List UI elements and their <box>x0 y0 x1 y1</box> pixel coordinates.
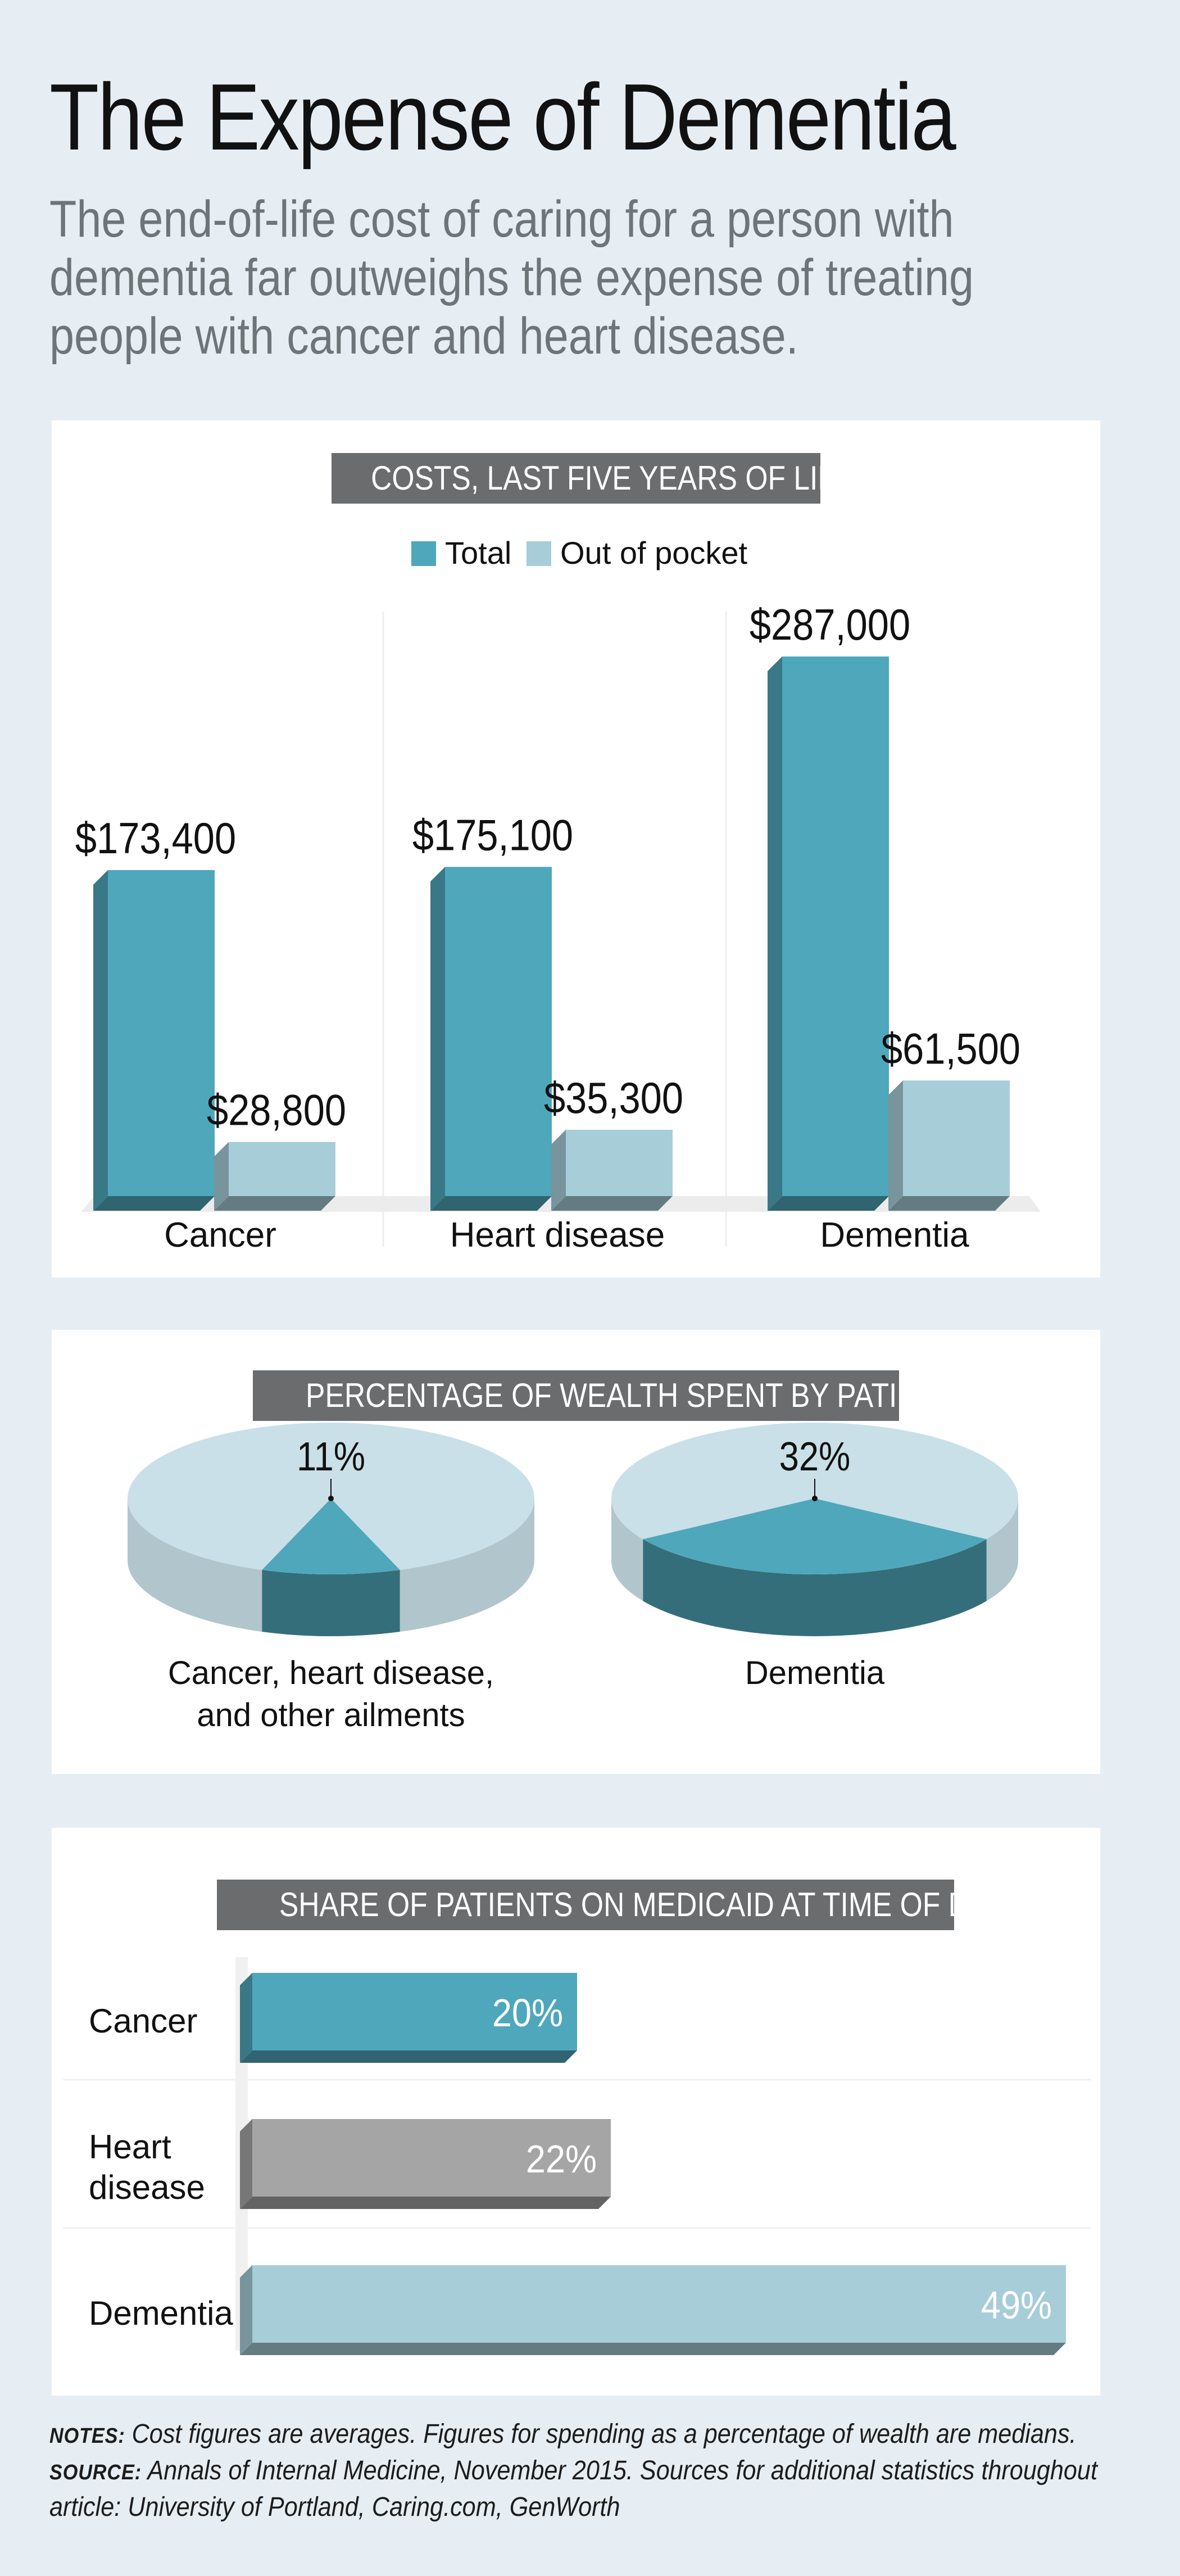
pie-leader-dot <box>812 1496 818 1501</box>
footnotes: NOTES: Cost figures are averages. Figure… <box>49 2417 1101 2525</box>
bar-base-cancer <box>240 2050 577 2063</box>
bar-total-cancer <box>108 870 215 1196</box>
bar-side-cancer <box>240 1973 252 2063</box>
bar-value-label-dementia: 49% <box>981 2284 1052 2328</box>
bar-value-label-heart-disease: 22% <box>526 2138 597 2181</box>
bar-total-side <box>430 867 445 1211</box>
bar-out-of-pocket-base <box>214 1196 335 1211</box>
costs-chart: Total Out of pocket $173,400 $28,800 Cancer $… <box>75 535 1041 1255</box>
bar-out-of-pocket-heart-disease <box>566 1129 673 1196</box>
category-label-cancer: Cancer <box>164 1216 276 1255</box>
bar-out-of-pocket-cancer <box>229 1142 335 1196</box>
pie-slice <box>262 1498 400 1574</box>
bar-total-side <box>93 870 108 1211</box>
category-label-dementia: Dementia <box>820 1216 969 1255</box>
pie-value-label: 11% <box>297 1434 365 1479</box>
source-label: SOURCE: <box>49 2461 142 2484</box>
legend-label-out-of-pocket: Out of pocket <box>560 535 748 571</box>
pie-dementia: 32% Dementia <box>611 1423 1018 1691</box>
page-subtitle: The end-of-life cost of caring for a per… <box>49 191 974 365</box>
bar-out-of-pocket-base <box>888 1196 1010 1211</box>
bar-total-dementia <box>782 657 889 1196</box>
bar-out-of-pocket-side <box>888 1080 903 1211</box>
bar-out-of-pocket-dementia <box>903 1080 1010 1196</box>
category-label-heart-disease: Heart disease <box>450 1216 665 1255</box>
notes-text: Cost figures are averages. Figures for s… <box>125 2419 1077 2449</box>
wealth-pie-charts: 11% Cancer, heart disease, and other ailme… <box>128 1423 1018 1733</box>
bar-total-base <box>768 1196 889 1211</box>
bar-total-side <box>768 657 782 1211</box>
bar-base-dementia <box>240 2343 1066 2355</box>
notes-label: NOTES: <box>49 2424 125 2448</box>
page-title: The Expense of Dementia <box>49 64 956 170</box>
pie-slice-wall <box>262 1570 400 1636</box>
data-label-out-of-pocket: $61,500 <box>881 1024 1020 1073</box>
costs-chart-title: COSTS, LAST FIVE YEARS OF LIFE <box>332 453 855 504</box>
medicaid-chart-panel: SHARE OF PATIENTS ON MEDICAID AT TIME OF… <box>52 1828 1100 2396</box>
category-label-heart-disease: disease <box>89 2168 205 2206</box>
bar-heart-disease <box>252 2119 611 2197</box>
category-label-cancer: Cancer <box>89 2002 197 2040</box>
bar-out-of-pocket-side <box>551 1129 566 1211</box>
bar-side-heart-disease <box>240 2119 252 2209</box>
bar-cancer <box>252 1973 577 2050</box>
pie-slice-wall <box>643 1539 987 1636</box>
wealth-chart-panel: PERCENTAGE OF WEALTH SPENT BY PATIENT 11… <box>52 1330 1100 1774</box>
category-label-dementia: Dementia <box>89 2294 233 2332</box>
pie-value-label: 32% <box>779 1434 851 1479</box>
pie-category-label-line2: and other ailments <box>197 1697 465 1733</box>
category-label-heart-disease: Heart <box>89 2128 171 2166</box>
legend-swatch-out-of-pocket <box>527 541 551 566</box>
bar-base-heart-disease <box>240 2197 611 2209</box>
data-label-out-of-pocket: $28,800 <box>207 1085 346 1135</box>
bar-dementia <box>252 2265 1066 2343</box>
costs-chart-panel: COSTS, LAST FIVE YEARS OF LIFE Total Out … <box>52 420 1100 1278</box>
legend-label-total: Total <box>445 535 511 571</box>
pie-side <box>128 1498 534 1636</box>
bar-total-base <box>93 1196 215 1211</box>
pie-category-label: Cancer, heart disease, <box>168 1655 494 1691</box>
medicaid-chart-title: SHARE OF PATIENTS ON MEDICAID AT TIME OF… <box>217 1880 1045 1930</box>
bar-side-dementia <box>240 2265 252 2355</box>
bar-out-of-pocket-side <box>214 1142 229 1211</box>
source-text: Annals of Internal Medicine, November 20… <box>49 2456 1097 2522</box>
wealth-chart-title: PERCENTAGE OF WEALTH SPENT BY PATIENT <box>253 1370 955 1421</box>
data-label-total: $173,400 <box>75 813 236 863</box>
bar-value-label-cancer: 20% <box>492 1991 563 2035</box>
bar-out-of-pocket-base <box>551 1196 673 1211</box>
bar-total-base <box>430 1196 552 1211</box>
data-label-total: $175,100 <box>412 810 573 859</box>
bar-total-heart-disease <box>445 867 552 1196</box>
pie-leader-dot <box>328 1496 334 1501</box>
pie-category-label: Dementia <box>745 1655 885 1691</box>
pie-other-ailments: 11% Cancer, heart disease, and other ailme… <box>128 1423 534 1733</box>
data-label-out-of-pocket: $35,300 <box>544 1073 683 1122</box>
legend-swatch-total <box>411 541 436 566</box>
pie-slice <box>643 1498 987 1574</box>
data-label-total: $287,000 <box>750 600 910 649</box>
